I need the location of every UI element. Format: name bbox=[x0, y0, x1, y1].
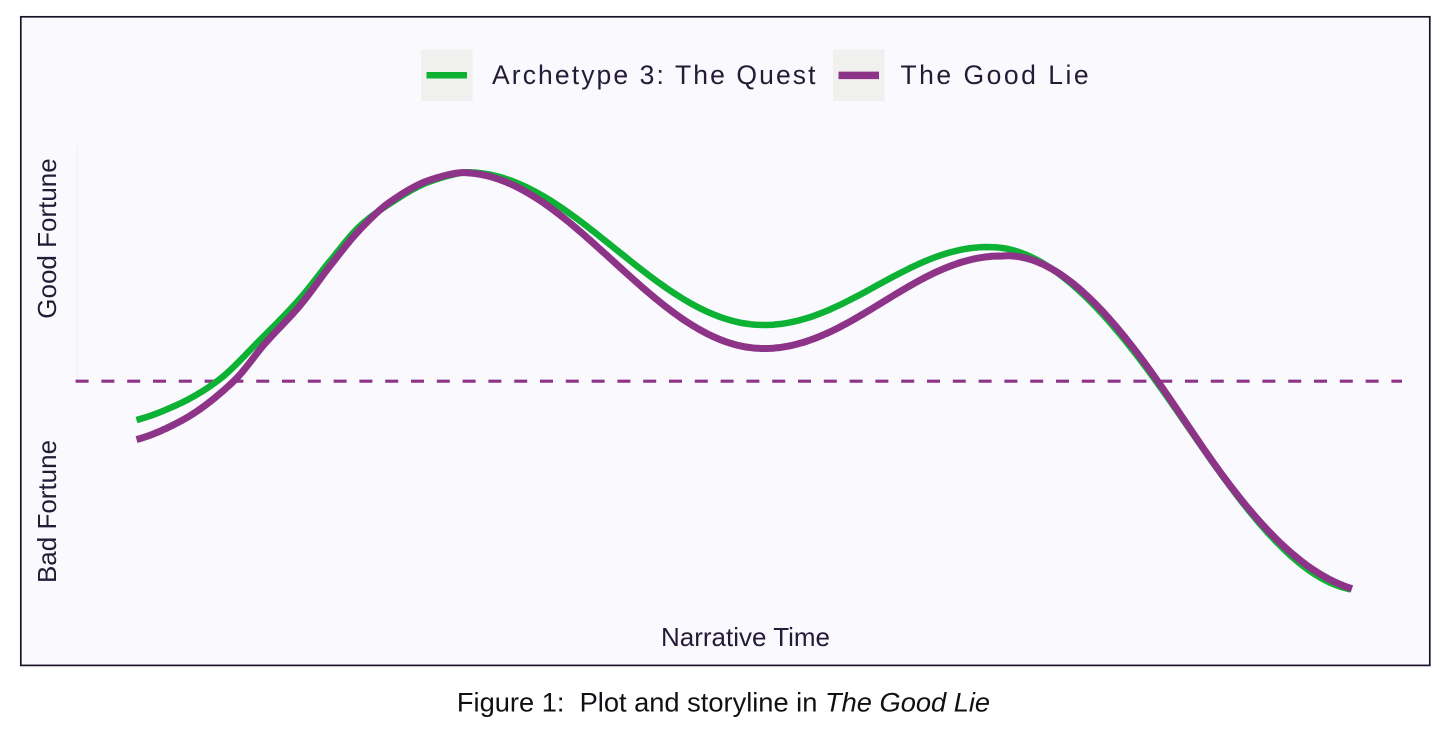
svg-text:Figure 1: Plot and storyline: Figure 1: Plot and storyline in The Good… bbox=[457, 686, 990, 717]
svg-text:Bad Fortune: Bad Fortune bbox=[32, 440, 62, 583]
svg-text:Narrative Time: Narrative Time bbox=[661, 622, 830, 652]
svg-text:Good Fortune: Good Fortune bbox=[32, 158, 62, 318]
svg-text:Archetype 3: The Quest: Archetype 3: The Quest bbox=[492, 60, 818, 90]
svg-text:The Good Lie: The Good Lie bbox=[901, 60, 1092, 90]
